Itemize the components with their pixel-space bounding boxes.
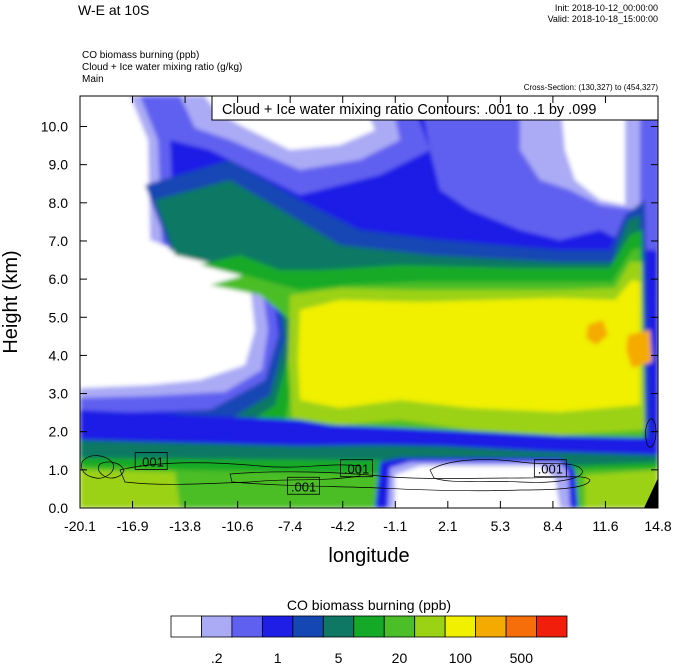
y-ticks: 0.0 1.0 2.0 3.0 4.0 5.0 6.0 7.0 8.0 9.0 10.0: [41, 119, 658, 516]
cross-section-label: Cross-Section: (130,327) to (454,327): [523, 83, 658, 92]
terrain: [644, 478, 658, 508]
x-tick-label: -7.4: [278, 518, 302, 534]
contour-right-loop: [429, 459, 583, 483]
colorbar-label: .2: [211, 650, 223, 666]
x-tick-label: 5.3: [491, 518, 511, 534]
x-ticks: -20.1 -16.9 -13.8 -10.6 -7.4 -4.2 -1.1 2.1 5.3 8.…: [64, 96, 672, 534]
colorbar-swatch: [414, 615, 446, 638]
colorbar-label: 500: [510, 650, 534, 666]
x-axis-label: longitude: [328, 545, 409, 567]
x-tick-label: -1.1: [383, 518, 407, 534]
contour-labels: .001 .001 .001 .001: [134, 452, 567, 495]
contour-label: .001: [538, 462, 563, 477]
y-tick-label: 10.0: [41, 119, 68, 135]
colorbar-swatch: [292, 615, 324, 638]
x-tick-label: 2.1: [438, 518, 458, 534]
contour-left-group: [81, 455, 114, 479]
colorbar-swatch: [475, 615, 507, 638]
y-tick-label: 2.0: [49, 424, 69, 440]
valid-time: Valid: 2018-10-18_15:00:00: [547, 14, 658, 24]
x-tick-label: 8.4: [543, 518, 563, 534]
contour-annotation-box: [211, 95, 659, 121]
colorbar-label: 1: [274, 650, 282, 666]
field-surface-right-yellowgreen: [585, 470, 658, 508]
field-orange-patch-2: [626, 330, 652, 368]
y-axis-label: Height (km): [0, 250, 22, 353]
contour-label-box: [340, 459, 373, 478]
contour-label: .001: [291, 479, 316, 494]
colorbar: [170, 615, 568, 638]
x-tick-label: -16.9: [117, 518, 149, 534]
co-field: [80, 96, 658, 508]
colorbar-label: 100: [449, 650, 473, 666]
field-label-cloud: Cloud + Ice water mixing ratio (g/kg): [82, 62, 243, 73]
x-tick-label: -20.1: [64, 518, 96, 534]
contour-annotation: Cloud + Ice water mixing ratio Contours:…: [222, 102, 596, 118]
field-label-co: CO biomass burning (ppb): [82, 50, 200, 61]
colorbar-swatch: [231, 615, 263, 638]
init-time: Init: 2018-10-12_00:00:00: [554, 3, 658, 13]
y-tick-label: 1.0: [49, 462, 69, 478]
colorbar-swatch: [383, 615, 416, 638]
colorbar-swatch: [201, 615, 233, 638]
y-tick-label: 0.0: [49, 500, 69, 516]
colorbar-label: 5: [335, 650, 343, 666]
colorbar-swatch: [444, 615, 477, 638]
y-tick-label: 8.0: [49, 195, 69, 211]
x-tick-label: -4.2: [331, 518, 355, 534]
colorbar-swatch: [353, 615, 385, 638]
field-label-main: Main: [82, 74, 104, 85]
colorbar-swatch: [322, 615, 355, 638]
x-tick-label: -13.8: [169, 518, 201, 534]
y-tick-label: 9.0: [49, 157, 69, 173]
colorbar-swatch: [505, 615, 537, 638]
x-tick-label: 14.8: [644, 518, 671, 534]
contour-edge: [645, 418, 657, 448]
y-tick-label: 7.0: [49, 233, 69, 249]
y-tick-label: 5.0: [49, 309, 69, 325]
field-yellow-core: [298, 280, 640, 412]
contour-label-box: [134, 452, 168, 470]
x-tick-label: 11.6: [592, 518, 618, 534]
y-tick-label: 4.0: [49, 347, 69, 363]
colorbar-swatch: [170, 615, 202, 638]
colorbar-swatch: [536, 615, 568, 638]
cloud-contours: [81, 418, 657, 492]
field-surface-yellowgreen: [80, 470, 180, 508]
y-tick-label: 3.0: [49, 386, 69, 402]
contour-label-box: [533, 459, 567, 478]
field-left-white: [80, 96, 255, 388]
colorbar-label: 20: [392, 650, 408, 666]
colorbar-swatch: [261, 615, 294, 638]
colorbar-labels: .2 1 5 20 100 500: [211, 650, 533, 666]
contour-band-main: [119, 462, 361, 485]
colorbar-title: CO biomass burning (ppb): [287, 597, 451, 613]
contour-band-long: [229, 471, 591, 492]
contour-label: .001: [344, 462, 369, 477]
y-tick-label: 6.0: [49, 271, 69, 287]
contour-label: .001: [139, 454, 164, 469]
field-white-top-right: [560, 96, 625, 205]
x-tick-label: -10.6: [222, 518, 254, 534]
plot-title: W-E at 10S: [78, 2, 150, 18]
field-orange-patch-1: [586, 320, 608, 345]
contour-left-small: [98, 461, 125, 479]
contour-label-box: [287, 476, 320, 495]
field-surface-white: [395, 466, 560, 508]
